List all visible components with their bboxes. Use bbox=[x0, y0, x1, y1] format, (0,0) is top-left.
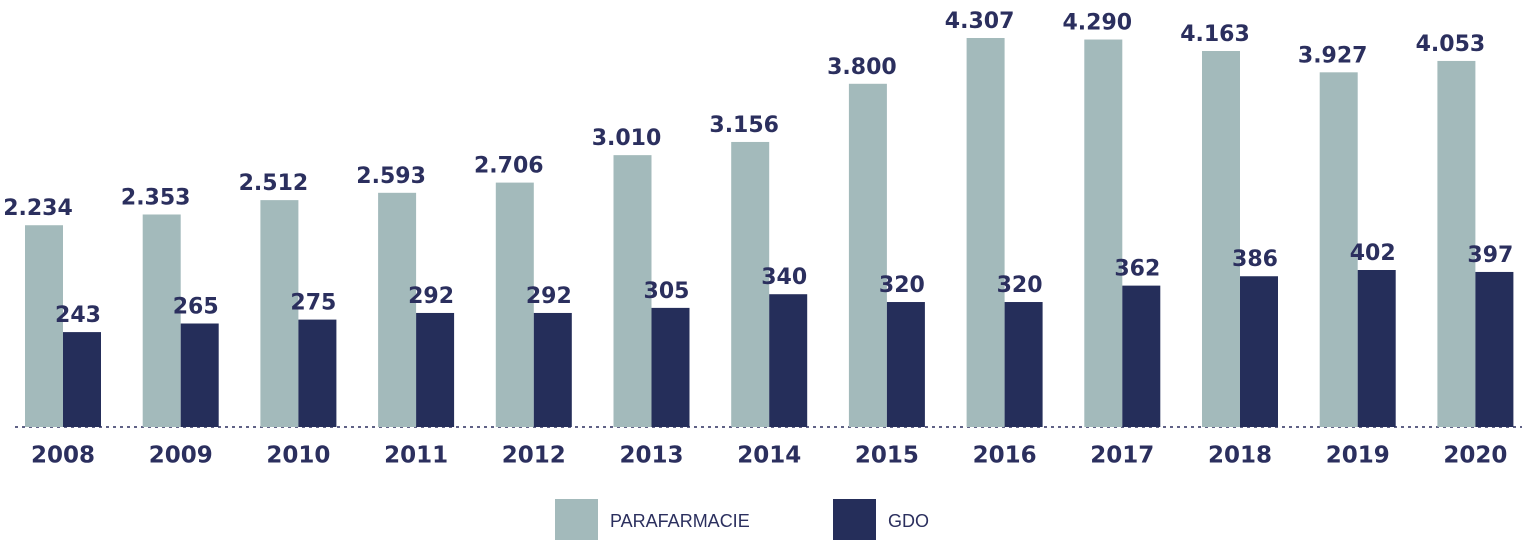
x-tick-label: 2017 bbox=[1090, 443, 1154, 469]
bar bbox=[1475, 271, 1514, 427]
x-tick-label: 2018 bbox=[1208, 443, 1272, 469]
bar bbox=[613, 155, 652, 427]
value-label: 243 bbox=[55, 303, 101, 328]
value-label: 2.353 bbox=[121, 185, 191, 210]
x-tick-label: 2012 bbox=[502, 443, 566, 469]
value-label: 320 bbox=[879, 273, 925, 298]
value-label: 4.053 bbox=[1416, 32, 1486, 57]
value-label: 3.927 bbox=[1298, 43, 1368, 68]
bar bbox=[886, 302, 925, 427]
legend-swatch bbox=[555, 499, 598, 540]
bar bbox=[1240, 276, 1278, 427]
x-tick-label: 2011 bbox=[384, 443, 448, 469]
value-label: 4.290 bbox=[1063, 11, 1133, 36]
bar bbox=[63, 332, 101, 427]
value-label: 2.706 bbox=[474, 154, 544, 179]
value-label: 3.156 bbox=[709, 113, 779, 138]
legend-label: PARAFARMACIE bbox=[610, 511, 750, 531]
value-label: 2.593 bbox=[356, 164, 426, 189]
bar bbox=[1357, 270, 1396, 427]
bar bbox=[1202, 51, 1240, 428]
bar bbox=[378, 192, 417, 427]
bar bbox=[180, 323, 219, 427]
value-label: 4.307 bbox=[945, 9, 1015, 34]
bar bbox=[1319, 72, 1358, 428]
x-tick-label: 2014 bbox=[737, 443, 801, 469]
value-label: 362 bbox=[1114, 257, 1160, 282]
x-tick-label: 2008 bbox=[31, 443, 95, 469]
x-tick-label: 2019 bbox=[1326, 443, 1390, 469]
value-label: 305 bbox=[644, 279, 690, 304]
x-tick-label: 2010 bbox=[266, 443, 330, 469]
x-tick-label: 2020 bbox=[1443, 443, 1507, 469]
value-label: 275 bbox=[290, 291, 336, 316]
bar bbox=[1084, 39, 1123, 428]
bar bbox=[416, 312, 455, 427]
bar bbox=[651, 307, 690, 427]
value-label: 3.800 bbox=[827, 55, 897, 80]
bar bbox=[533, 312, 572, 427]
bar bbox=[848, 83, 887, 428]
value-label: 340 bbox=[761, 265, 807, 290]
value-label: 292 bbox=[526, 284, 572, 309]
x-tick-label: 2016 bbox=[973, 443, 1037, 469]
bar bbox=[1437, 60, 1476, 427]
value-label: 386 bbox=[1232, 247, 1278, 272]
value-label: 3.010 bbox=[592, 126, 662, 151]
bar bbox=[495, 182, 534, 427]
bar bbox=[731, 141, 770, 427]
value-label: 4.163 bbox=[1180, 22, 1250, 47]
bar bbox=[1122, 285, 1161, 427]
value-label: 292 bbox=[408, 284, 454, 309]
bar bbox=[25, 225, 63, 427]
value-label: 2.234 bbox=[3, 196, 73, 221]
bar bbox=[769, 294, 808, 427]
x-tick-label: 2015 bbox=[855, 443, 919, 469]
bar bbox=[298, 319, 337, 427]
x-tick-label: 2009 bbox=[149, 443, 213, 469]
x-tick-label: 2013 bbox=[619, 443, 683, 469]
bar bbox=[966, 38, 1005, 427]
bar bbox=[142, 214, 181, 427]
bar bbox=[1004, 302, 1043, 427]
legend-swatch bbox=[833, 499, 876, 540]
value-label: 320 bbox=[997, 273, 1043, 298]
value-label: 2.512 bbox=[239, 171, 309, 196]
value-label: 265 bbox=[173, 295, 219, 320]
bar bbox=[260, 200, 299, 427]
value-label: 402 bbox=[1350, 241, 1396, 266]
value-label: 397 bbox=[1467, 243, 1513, 268]
legend-label: GDO bbox=[888, 511, 929, 531]
